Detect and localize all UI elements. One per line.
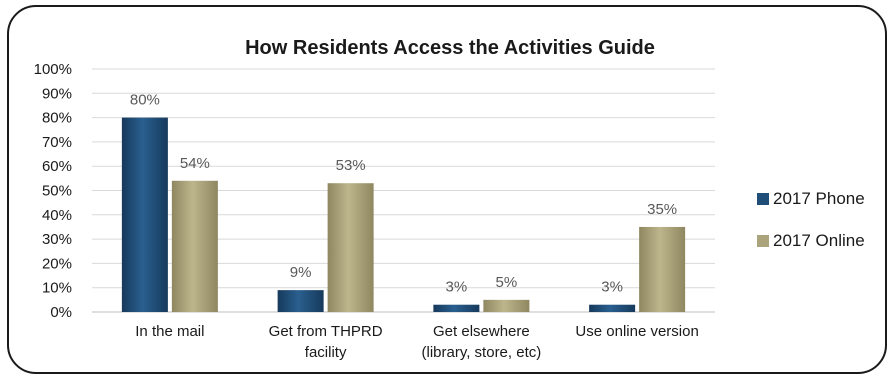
legend-swatch [757,193,769,205]
bar-2017-online [171,180,218,312]
data-label: 35% [647,201,677,218]
data-label: 3% [446,279,468,296]
data-label: 54% [180,155,210,172]
bar-2017-online [327,183,374,312]
y-axis: 0% 10% 20% 30% 40% 50% 60% 70% 80% 90% 100% [34,61,72,321]
x-tick-label: In the mail [135,323,204,340]
y-tick-label: 0% [50,304,72,321]
bars: 80% 54% 9% 53% 3% 5% 3% 35% [121,92,686,312]
y-tick-label: 20% [42,255,72,272]
legend-label: 2017 Phone [773,189,865,208]
y-tick-label: 40% [42,207,72,224]
legend-swatch [757,235,769,247]
bar-2017-phone [589,304,636,312]
data-label: 53% [336,157,366,174]
y-tick-label: 10% [42,280,72,297]
x-tick-label: Get from THPRD [269,323,383,340]
chart-title: How Residents Access the Activities Guid… [245,37,655,59]
bar-2017-phone [277,290,324,312]
x-axis: In the mail Get from THPRD facility Get els… [135,323,699,361]
y-tick-label: 90% [42,85,72,102]
legend: 2017 Phone 2017 Online [757,189,865,250]
y-tick-label: 30% [42,231,72,248]
data-label: 9% [290,264,312,281]
y-tick-label: 50% [42,183,72,200]
data-label: 80% [130,92,160,109]
data-label: 3% [601,279,623,296]
data-label: 5% [496,274,518,291]
y-tick-label: 80% [42,110,72,127]
x-tick-label: (library, store, etc) [422,344,542,361]
y-tick-label: 70% [42,134,72,151]
bar-2017-phone [121,117,168,312]
x-tick-label: facility [305,344,347,361]
bar-2017-phone [433,304,480,312]
bar-2017-online [639,226,686,312]
x-tick-label: Use online version [575,323,698,340]
bar-2017-online [483,299,530,312]
y-tick-label: 100% [34,61,72,78]
x-tick-label: Get elsewhere [433,323,530,340]
legend-label: 2017 Online [773,231,865,250]
y-tick-label: 60% [42,158,72,175]
